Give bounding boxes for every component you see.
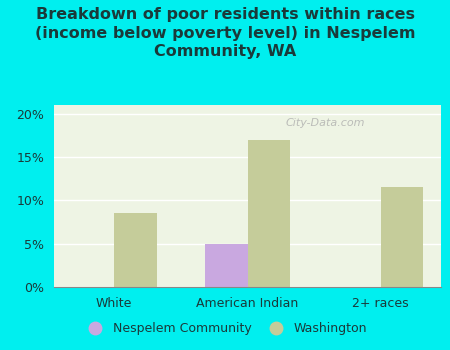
Bar bbox=[205, 244, 248, 287]
Bar bbox=[248, 140, 290, 287]
Bar bbox=[381, 187, 423, 287]
Legend: Nespelem Community, Washington: Nespelem Community, Washington bbox=[77, 317, 373, 340]
Text: City-Data.com: City-Data.com bbox=[285, 118, 364, 128]
Bar bbox=[114, 214, 157, 287]
Text: Breakdown of poor residents within races
(income below poverty level) in Nespele: Breakdown of poor residents within races… bbox=[35, 7, 415, 59]
